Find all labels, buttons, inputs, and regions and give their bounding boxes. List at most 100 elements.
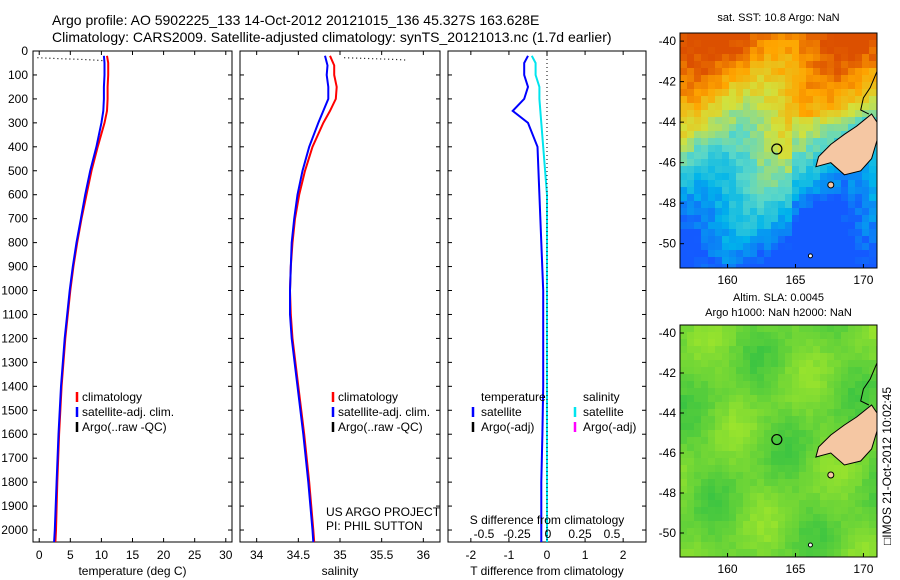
sla_map-cell [764,458,771,465]
sla_map-cell [736,388,743,395]
sla_map-cell [729,409,736,416]
sla_map-cell [813,493,820,500]
sla_map-cell [841,402,848,409]
sst_map-cell [862,103,869,110]
sla_map-cell [743,514,750,521]
sla_map-cell [827,388,834,395]
sst_map-cell [701,68,708,75]
sla_map-cell [750,430,757,437]
sst_map-cell [792,166,799,173]
diff-secondary-tick: 0 [545,527,552,541]
sst_map-cell [687,187,694,194]
sst_map-cell [687,173,694,180]
sst_map-cell [834,194,841,201]
sst_map-cell [708,264,715,268]
sla_map-cell [680,339,687,346]
sst_map-cell [722,243,729,250]
sla_map-cell [806,521,813,528]
sst_map-cell [813,82,820,89]
sla_map-cell [771,514,778,521]
sla_map-cell [722,416,729,423]
sst_map-cell [785,201,792,208]
sst_map-cell [694,145,701,152]
sla_map-ytick-label: -44 [659,406,677,420]
sla_map-cell [708,430,715,437]
sst_map-cell [841,61,848,68]
sst_map-cell [736,201,743,208]
sla_map-cell [729,430,736,437]
sla_map-cell [792,416,799,423]
sst_map-cell [827,264,834,268]
sst_map-cell [701,117,708,124]
sst_map-cell [841,201,848,208]
sla_map-cell [750,402,757,409]
sst_map-cell [701,236,708,243]
sla_map-cell [743,542,750,549]
sla_map-cell [764,395,771,402]
sst_map-cell [834,208,841,215]
sla_map-cell [820,339,827,346]
sla_map-cell [778,346,785,353]
sla_map-cell [806,451,813,458]
sla_map-cell [820,388,827,395]
sst_map-cell [792,257,799,264]
sla_map-cell [722,521,729,528]
sst_map-cell [841,33,848,40]
sla_map-cell [722,381,729,388]
sla_map-cell [855,465,862,472]
sla_map-cell [708,423,715,430]
sst_map-cell [722,47,729,54]
sst_map-cell [869,47,876,54]
sla_map-cell [841,528,848,535]
sst_map-cell [799,180,806,187]
sst_map-cell [743,75,750,82]
sst_map-cell [771,96,778,103]
temperature-series-line [53,55,106,543]
sst_map-cell [757,257,764,264]
sst_map-cell [687,124,694,131]
sst_map-cell [757,61,764,68]
sla_map-cell [771,437,778,444]
sst_map-cell [680,131,687,138]
sla_map-cell [834,353,841,360]
sla_map-cell [764,325,771,332]
sst_map-cell [792,180,799,187]
sst_map-cell [862,96,869,103]
sla_map-cell [701,409,708,416]
sst_map-cell [680,194,687,201]
sst_map-cell [785,187,792,194]
sst_map-cell [848,61,855,68]
sla_map-cell [687,535,694,542]
sla_map-cell [701,360,708,367]
sla_map-cell [708,549,715,556]
sla_map-cell [785,479,792,486]
sst_map-cell [771,180,778,187]
sst_map-cell [764,159,771,166]
sla_map-cell [750,535,757,542]
sst_map-cell [750,236,757,243]
sst_map-cell [855,75,862,82]
sst_map-cell [813,138,820,145]
sla_map-cell [827,402,834,409]
sst_map-cell [785,180,792,187]
sla_map-cell [785,409,792,416]
sst_map-cell [750,131,757,138]
figure-title-line-2: Climatology: CARS2009. Satellite-adjuste… [52,29,612,45]
sla_map-cell [792,367,799,374]
diff-secondary-tick: -0.5 [474,527,495,541]
sla_map-cell [736,507,743,514]
sst_map-cell [834,47,841,54]
sst_map-cell [827,201,834,208]
sla_map-cell [764,535,771,542]
depth-tick-label: 400 [8,140,28,154]
sst_map-cell [722,117,729,124]
sla_map-cell [764,423,771,430]
sst_map-cell [834,243,841,250]
sst_map-cell [687,96,694,103]
sla_map-cell [736,451,743,458]
sst_map-cell [778,47,785,54]
sla_map-cell [834,542,841,549]
sla_map-cell [694,325,701,332]
sst_map-cell [855,54,862,61]
sst_map-cell [869,159,876,166]
